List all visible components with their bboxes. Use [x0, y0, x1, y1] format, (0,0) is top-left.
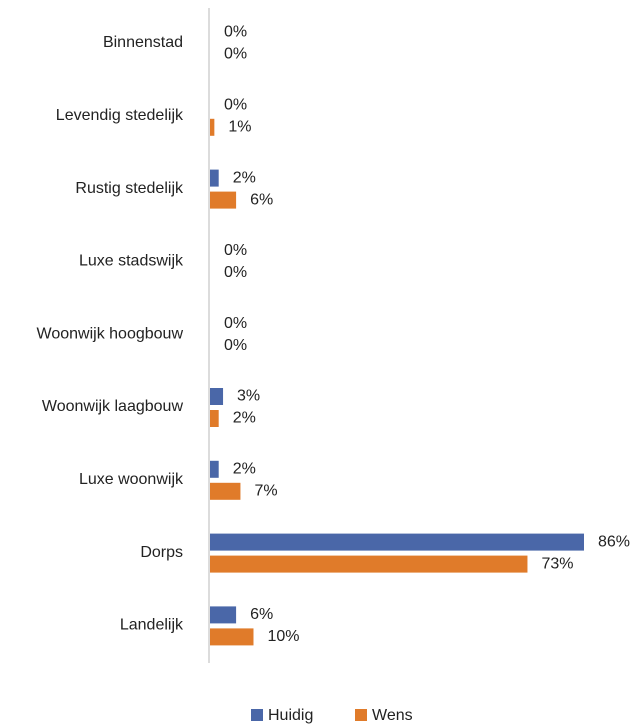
- bar: [210, 628, 254, 646]
- data-label: 3%: [237, 388, 260, 405]
- legend-swatch: [355, 709, 367, 721]
- data-label: 0%: [224, 97, 247, 114]
- bar: [210, 169, 219, 187]
- y-tick-label: Landelijk: [120, 617, 184, 634]
- data-label: 86%: [598, 533, 630, 550]
- bar: [210, 555, 528, 573]
- y-tick-label: Dorps: [140, 544, 183, 561]
- bar: [210, 410, 219, 427]
- bar: [210, 191, 237, 209]
- legend-swatch: [251, 709, 263, 721]
- data-label: 0%: [224, 24, 247, 41]
- y-tick-label: Luxe stadswijk: [79, 253, 184, 270]
- data-label: 0%: [224, 337, 247, 354]
- data-label: 0%: [224, 315, 247, 332]
- y-tick-label: Rustig stedelijk: [75, 180, 184, 197]
- data-label: 2%: [233, 410, 256, 427]
- legend-label: Huidig: [268, 707, 313, 724]
- data-label: 6%: [250, 191, 273, 208]
- y-tick-label: Binnenstad: [103, 34, 183, 51]
- data-label: 73%: [541, 555, 573, 572]
- data-label: 7%: [254, 483, 277, 500]
- bar: [210, 118, 215, 136]
- bar: [210, 460, 219, 478]
- bar: [210, 388, 224, 405]
- bar: [210, 533, 584, 551]
- data-label: 6%: [250, 606, 273, 623]
- bar: [210, 482, 241, 500]
- legend-label: Wens: [372, 707, 413, 724]
- data-label: 1%: [228, 119, 251, 136]
- bar: [210, 606, 237, 624]
- data-label: 10%: [267, 628, 299, 645]
- data-label: 0%: [224, 242, 247, 259]
- data-label: 0%: [224, 264, 247, 281]
- y-tick-label: Woonwijk hoogbouw: [37, 325, 184, 342]
- data-label: 2%: [233, 169, 256, 186]
- y-tick-label: Levendig stedelijk: [56, 107, 184, 124]
- data-label: 0%: [224, 46, 247, 63]
- y-tick-label: Woonwijk laagbouw: [42, 398, 184, 415]
- data-label: 2%: [233, 461, 256, 478]
- y-tick-label: Luxe woonwijk: [79, 471, 184, 488]
